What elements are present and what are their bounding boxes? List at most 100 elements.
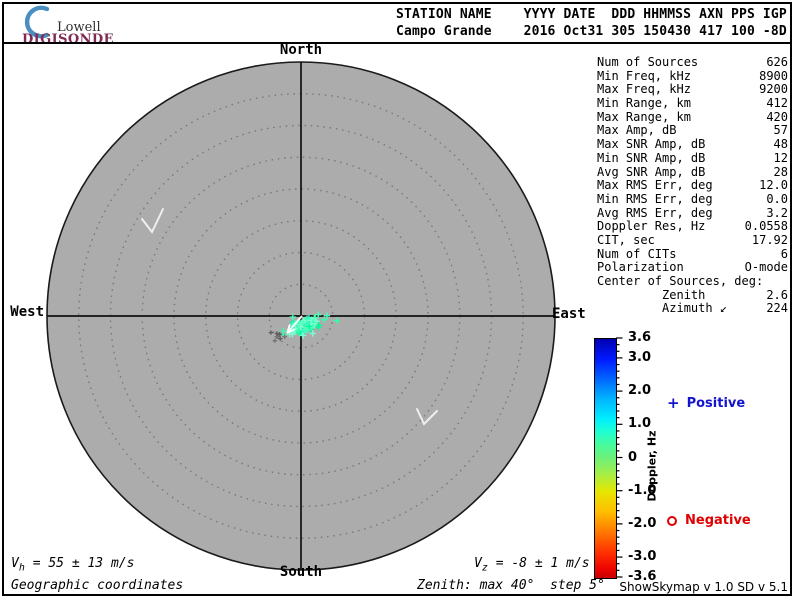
stat-value: 2.6 [766, 287, 788, 302]
colorbar-tick-label: 1.0 [628, 416, 652, 432]
stat-label: Avg RMS Err, deg [597, 205, 713, 220]
source-point [299, 319, 306, 326]
source-point [272, 338, 278, 343]
stat-label: Zenith [597, 287, 706, 302]
source-point [289, 313, 296, 321]
source-point [295, 327, 302, 334]
zenith-range-note: Zenith: max 40° step 5° [417, 578, 605, 593]
stat-row: Min RMS Err, deg 0.0 [597, 191, 788, 207]
lowell-digisonde-logo: Lowell DIGISONDE [10, 3, 130, 47]
colorbar-ticks [616, 337, 623, 578]
stat-row: Num of CITs 6 [597, 246, 788, 262]
stat-row: Avg RMS Err, deg 3.2 [597, 205, 788, 221]
stat-label: Center of Sources, deg: [597, 274, 764, 288]
stat-row: Min SNR Amp, dB 12 [597, 150, 788, 166]
measurement-stats-panel: Num of Sources 626 Min Freq, kHz 8900 Max Fr… [597, 55, 788, 316]
source-point [315, 322, 323, 329]
stat-row: CIT, sec 17.92 [597, 232, 788, 248]
colorbar-tick-label: 3.6 [628, 330, 652, 345]
stat-value: 12 [773, 150, 788, 165]
source-point [315, 311, 322, 318]
stat-row: Center of Sources, deg: [597, 274, 788, 289]
source-point [274, 331, 280, 336]
stat-row: Azimuth ↙ 224 [597, 302, 788, 316]
source-point [277, 332, 282, 337]
stat-row: Max RMS Err, deg 12.0 [597, 178, 788, 193]
direction-chevron [141, 208, 164, 234]
legend-positive: + Positive [667, 394, 745, 412]
colorbar-tick-label: -1.0 [628, 482, 657, 498]
source-point [282, 334, 287, 339]
stat-value: 420 [766, 109, 788, 124]
app-version-text: ShowSkymap v 1.0 SD v 5.1 [619, 580, 788, 594]
stat-row: Max Amp, dB 57 [597, 124, 788, 138]
source-point [299, 332, 307, 339]
circle-icon [667, 515, 677, 526]
stat-row: Num of Sources 626 [597, 55, 788, 70]
stat-value: 28 [773, 164, 788, 179]
stat-label: Min Range, km [597, 96, 691, 111]
stat-label: Azimuth ↙ [597, 301, 728, 316]
source-point [301, 326, 309, 333]
stat-label: Max Range, km [597, 109, 691, 124]
stat-label: Avg SNR Amp, dB [597, 164, 706, 179]
compass-label-south: South [279, 564, 323, 580]
source-point [305, 323, 313, 330]
doppler-colorbar [594, 338, 617, 579]
stat-value: 48 [773, 137, 788, 152]
stat-row: Avg SNR Amp, dB 28 [597, 164, 788, 180]
stat-label: Num of Sources [597, 55, 699, 69]
stat-label: Min SNR Amp, dB [597, 150, 706, 165]
plus-icon: + [667, 394, 680, 412]
stat-row: Min Freq, kHz 8900 [597, 68, 788, 84]
logo-digisonde-text: DIGISONDE [22, 32, 114, 47]
drift-arrow-head [286, 328, 296, 334]
stat-value: 0.0 [766, 191, 788, 206]
coordinates-note: Geographic coordinates [11, 578, 184, 593]
drift-arrow-shaft [286, 315, 303, 334]
colorbar-tick-label: -3.0 [628, 549, 657, 565]
stat-row: Polarization O-mode [597, 261, 788, 275]
stat-label: Max Amp, dB [597, 123, 677, 138]
stat-label: Max RMS Err, deg [597, 178, 713, 193]
station-info-header-row: STATION NAME YYYY DATE DDD HHMMSS AXN PP… [396, 7, 787, 22]
colorbar-tick-label: 3.0 [628, 349, 652, 365]
logo-lowell-text: Lowell [57, 20, 101, 35]
colorbar-tick-label: -3.6 [628, 569, 657, 584]
legend-negative: Negative [667, 513, 751, 528]
stat-label: Max SNR Amp, dB [597, 137, 706, 152]
stat-row: Min Range, km 412 [597, 96, 788, 111]
stat-value: 17.92 [751, 232, 788, 247]
legend-negative-label: Negative [685, 513, 751, 528]
crescent-icon [24, 5, 50, 39]
source-point [323, 312, 331, 319]
stat-label: Min RMS Err, deg [597, 191, 713, 206]
stat-label: Min Freq, kHz [597, 68, 691, 83]
colorbar-tick-label: -2.0 [628, 515, 657, 531]
stat-value: O-mode [744, 260, 788, 275]
stat-value: 224 [766, 301, 788, 316]
compass-label-east: East [552, 306, 586, 322]
compass-label-north: North [279, 42, 323, 58]
stat-value: 412 [766, 96, 788, 111]
stat-row: Max Range, km 420 [597, 109, 788, 125]
colorbar-title: Doppler, Hz [645, 430, 659, 502]
stat-row: Max SNR Amp, dB 48 [597, 137, 788, 152]
source-point [333, 317, 340, 324]
stat-value: 0.0558 [744, 219, 788, 234]
stat-row: Zenith 2.6 [597, 287, 788, 303]
compass-label-west: West [10, 304, 44, 320]
direction-chevron [416, 408, 438, 426]
source-point [297, 323, 304, 331]
stat-row: Max Freq, kHz 9200 [597, 83, 788, 97]
stat-value: 6 [780, 246, 788, 261]
source-point [278, 336, 283, 341]
source-point [268, 330, 274, 335]
stat-value: 12.0 [759, 178, 788, 193]
source-point [320, 316, 328, 323]
stat-label: CIT, sec [597, 232, 655, 247]
stat-value: 9200 [759, 82, 788, 97]
drift-arrow-head [286, 324, 291, 334]
